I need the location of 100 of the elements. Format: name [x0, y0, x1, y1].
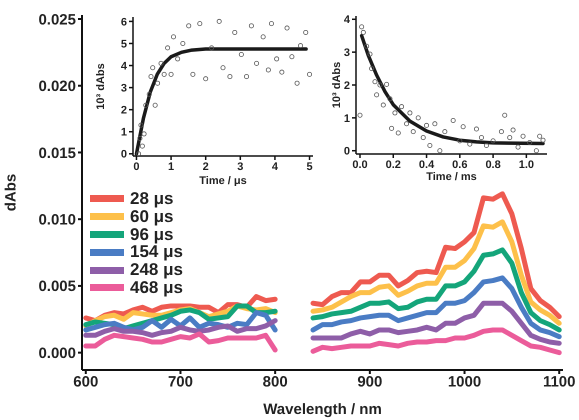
- point: [150, 65, 156, 70]
- point: [190, 72, 196, 77]
- point: [248, 23, 254, 28]
- point: [298, 43, 304, 48]
- x-tick-label: 4: [272, 160, 279, 173]
- point: [520, 134, 526, 139]
- point: [442, 129, 448, 134]
- y-axis-title: 10³ dAbs: [94, 63, 107, 110]
- x-tick-label: 3: [237, 160, 244, 173]
- legend-label: 28 μs: [130, 188, 174, 209]
- point: [527, 140, 532, 145]
- y-tick-label: 0.025: [38, 11, 76, 28]
- point: [209, 45, 214, 50]
- y-tick-label: 2: [120, 104, 127, 117]
- x-axis-title: Time / μs: [199, 175, 247, 187]
- point: [171, 34, 176, 40]
- point: [142, 131, 147, 136]
- point: [484, 142, 489, 148]
- point: [155, 80, 160, 86]
- legend-label: 154 μs: [130, 242, 183, 262]
- point: [140, 144, 145, 149]
- x-tick-label: 5: [306, 160, 313, 173]
- point: [244, 74, 250, 80]
- point: [148, 74, 154, 80]
- point: [289, 54, 294, 60]
- x-tick-label: 600: [73, 374, 98, 391]
- point: [396, 130, 401, 136]
- point: [474, 126, 479, 132]
- point: [260, 34, 266, 40]
- y-tick-label: 5: [120, 38, 127, 50]
- point: [420, 135, 426, 140]
- point: [360, 30, 366, 35]
- x-tick-label: 0.0: [352, 158, 368, 171]
- x-tick-label: 0.4: [418, 158, 436, 171]
- point: [374, 92, 380, 98]
- x-axis-title: Time / ms: [426, 171, 477, 183]
- x-axis-title: Wavelength / nm: [263, 401, 382, 418]
- point: [478, 135, 484, 140]
- y-tick-label: 4: [120, 60, 128, 72]
- x-tick-label: 0: [133, 160, 140, 173]
- point: [437, 148, 442, 154]
- point: [490, 138, 496, 144]
- point: [460, 124, 466, 130]
- point: [279, 70, 284, 75]
- y-tick-label: 2: [344, 80, 350, 92]
- x-tick-label: 2: [202, 160, 209, 173]
- x-tick-label: 1: [168, 160, 174, 173]
- point: [537, 134, 542, 139]
- point: [427, 142, 432, 148]
- legend-label: 468 μs: [130, 278, 183, 298]
- point: [216, 18, 222, 24]
- y-tick-label: 0.015: [38, 144, 76, 162]
- point: [284, 26, 290, 31]
- point: [274, 56, 280, 62]
- point: [410, 129, 416, 134]
- point: [392, 110, 398, 116]
- point: [238, 52, 244, 58]
- point: [516, 144, 521, 150]
- point: [186, 23, 192, 28]
- point: [137, 136, 142, 141]
- y-tick-label: 3: [120, 82, 127, 95]
- point: [507, 135, 512, 140]
- point: [152, 102, 158, 108]
- point: [220, 65, 226, 70]
- point: [359, 24, 364, 30]
- point: [534, 148, 539, 154]
- x-tick-label: 1000: [448, 374, 482, 391]
- point: [407, 110, 412, 116]
- point: [389, 126, 394, 131]
- legend-label: 248 μs: [130, 260, 183, 280]
- point: [540, 138, 546, 143]
- point: [377, 82, 382, 88]
- point: [175, 56, 180, 62]
- y-tick-label: 0: [344, 146, 350, 158]
- point: [162, 72, 167, 77]
- point: [254, 60, 260, 66]
- legend-label: 60 μs: [130, 206, 174, 227]
- point: [165, 45, 170, 50]
- y-tick-label: 4: [344, 14, 351, 26]
- point: [294, 80, 300, 86]
- x-tick-label: 1100: [542, 374, 576, 391]
- point: [146, 92, 152, 97]
- point: [303, 30, 308, 35]
- y-tick-label: 6: [120, 16, 127, 28]
- point: [168, 72, 174, 77]
- point: [450, 118, 456, 123]
- point: [143, 102, 148, 108]
- point: [502, 112, 508, 118]
- point: [357, 112, 362, 118]
- point: [380, 102, 386, 108]
- x-tick-label: 700: [168, 374, 193, 391]
- point: [432, 121, 438, 126]
- y-axis-title: 10³ dAbs: [330, 62, 343, 108]
- point: [367, 52, 372, 57]
- x-tick-label: 0.6: [452, 158, 468, 171]
- point: [307, 72, 312, 77]
- point: [372, 79, 378, 84]
- x-tick-label: 0.8: [485, 158, 501, 171]
- y-tick-label: 0.000: [38, 344, 76, 362]
- point: [387, 96, 392, 102]
